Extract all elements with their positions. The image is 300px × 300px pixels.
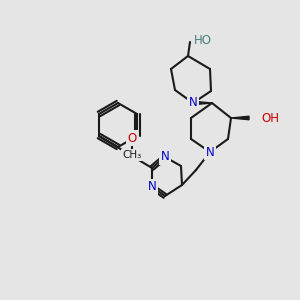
Text: N: N	[189, 97, 197, 110]
Text: CH₃: CH₃	[122, 150, 142, 160]
Text: N: N	[206, 146, 214, 158]
Text: O: O	[128, 131, 137, 145]
Text: N: N	[148, 181, 156, 194]
Text: OH: OH	[261, 112, 279, 124]
Polygon shape	[193, 101, 212, 105]
Polygon shape	[231, 116, 249, 120]
Text: HO: HO	[194, 34, 212, 46]
Text: N: N	[160, 151, 169, 164]
